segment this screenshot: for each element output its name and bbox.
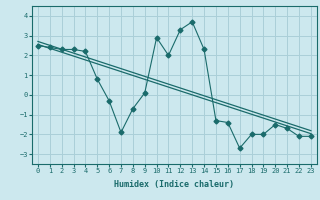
X-axis label: Humidex (Indice chaleur): Humidex (Indice chaleur)	[115, 180, 234, 189]
